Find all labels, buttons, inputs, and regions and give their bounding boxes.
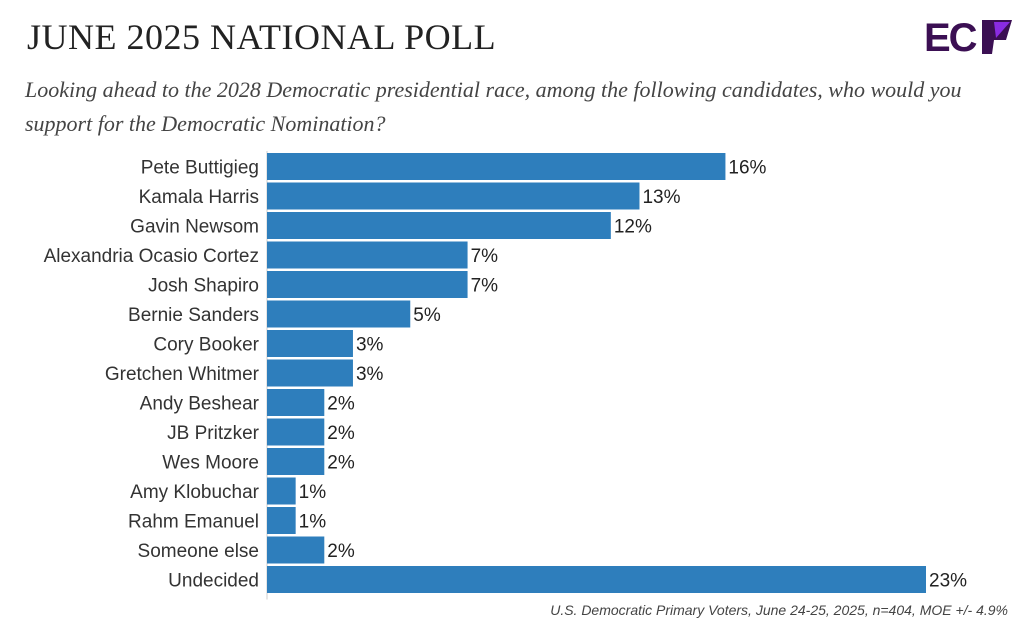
category-label: Josh Shapiro [148, 276, 259, 297]
page-title: JUNE 2025 NATIONAL POLL [27, 17, 497, 57]
category-label: Someone else [138, 541, 259, 562]
category-label: Andy Beshear [140, 394, 260, 415]
value-label: 2% [327, 423, 355, 444]
bar [267, 359, 353, 387]
bar [267, 300, 411, 328]
value-label: 7% [471, 246, 499, 267]
logo-mark [982, 20, 1012, 54]
category-label: Wes Moore [162, 453, 259, 474]
category-label: Bernie Sanders [128, 305, 259, 326]
bar [267, 330, 353, 357]
bar [267, 212, 611, 239]
value-label: 7% [471, 276, 499, 297]
value-label: 2% [327, 453, 355, 474]
bar [267, 241, 468, 269]
bar [267, 389, 325, 416]
value-label: 2% [327, 541, 355, 562]
value-label: 1% [299, 482, 327, 503]
bar [267, 182, 640, 210]
bar [267, 566, 926, 593]
category-label: Amy Klobuchar [130, 482, 260, 503]
value-label: 2% [327, 394, 355, 415]
bar [267, 507, 296, 534]
category-label: Kamala Harris [139, 187, 259, 208]
bar [267, 418, 325, 446]
logo-text: EC [924, 16, 977, 56]
value-label: 5% [413, 305, 441, 326]
category-label: Gavin Newsom [130, 217, 259, 238]
category-label: Gretchen Whitmer [105, 364, 260, 385]
bar [267, 448, 325, 475]
value-label: 23% [929, 571, 967, 592]
value-label: 1% [299, 512, 327, 533]
bar [267, 536, 325, 564]
category-label: JB Pritzker [167, 423, 260, 444]
category-label: Rahm Emanuel [128, 512, 259, 533]
bar [267, 153, 726, 180]
value-label: 3% [356, 364, 384, 385]
value-label: 16% [728, 158, 766, 179]
category-label: Pete Buttigieg [141, 158, 259, 179]
ecp-logo: EC [924, 16, 1012, 56]
category-label: Cory Booker [153, 335, 259, 356]
category-label: Alexandria Ocasio Cortez [44, 246, 259, 267]
value-label: 12% [614, 217, 652, 238]
value-label: 13% [642, 187, 680, 208]
bar [267, 271, 468, 298]
bar [267, 477, 296, 505]
category-label: Undecided [168, 571, 259, 592]
footer-note: U.S. Democratic Primary Voters, June 24-… [550, 602, 1008, 618]
question-text: Looking ahead to the 2028 Democratic pre… [25, 77, 962, 136]
value-label: 3% [356, 335, 384, 356]
